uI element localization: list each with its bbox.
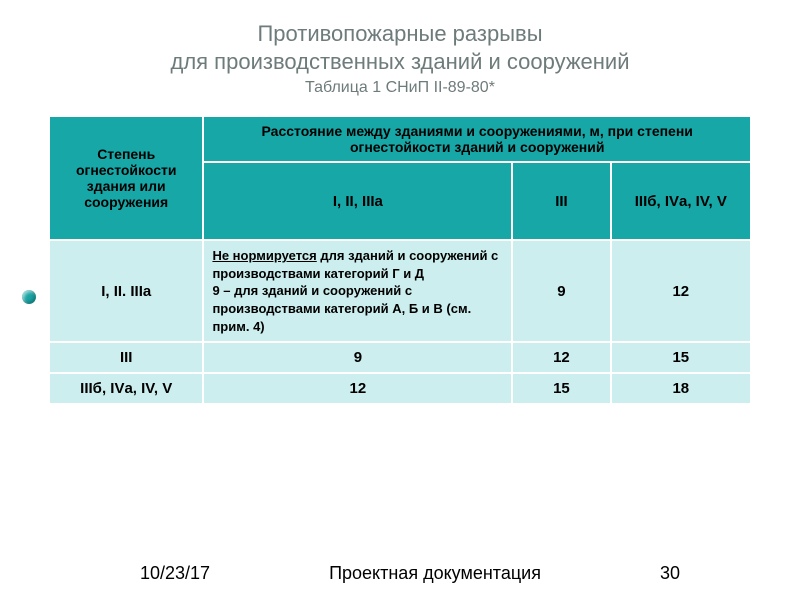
header-distance-span: Расстояние между зданиями и сооружениями… xyxy=(203,116,751,162)
slide-title: Противопожарные разрывы для производстве… xyxy=(48,20,752,99)
row-label: I, II. IIIа xyxy=(49,240,203,342)
title-line1: Противопожарные разрывы xyxy=(48,20,752,48)
row0-val-2: 12 xyxy=(611,240,751,342)
title-subtitle: Таблица 1 СНиП II-89-80* xyxy=(48,77,752,99)
row1-val-1: 12 xyxy=(512,342,610,373)
title-line2: для производственных зданий и сооружений xyxy=(48,48,752,76)
row0-note-cell: Не нормируется для зданий и сооружений с… xyxy=(203,240,512,342)
note-underlined: Не нормируется xyxy=(212,248,316,263)
footer-page-number: 30 xyxy=(660,563,680,584)
row1-val-0: 9 xyxy=(203,342,512,373)
header-fire-resistance: Степень огнестойкости здания или сооруже… xyxy=(49,116,203,240)
subheader-col-3: IIIб, IVа, IV, V xyxy=(611,162,751,240)
row0-val-1: 9 xyxy=(512,240,610,342)
bullet-icon xyxy=(22,290,36,304)
subheader-col-2: III xyxy=(512,162,610,240)
row-label: IIIб, IVа, IV, V xyxy=(49,373,203,404)
note-part2: 9 – для зданий и сооружений с производст… xyxy=(212,283,471,333)
subheader-col-1: I, II, IIIа xyxy=(203,162,512,240)
footer-label: Проектная документация xyxy=(329,563,541,584)
row2-val-0: 12 xyxy=(203,373,512,404)
table-row: IIIб, IVа, IV, V 12 15 18 xyxy=(49,373,751,404)
slide-footer: 10/23/17 Проектная документация 30 xyxy=(0,563,800,584)
footer-date: 10/23/17 xyxy=(140,563,210,584)
row1-val-2: 15 xyxy=(611,342,751,373)
row2-val-1: 15 xyxy=(512,373,610,404)
row2-val-2: 18 xyxy=(611,373,751,404)
row-label: III xyxy=(49,342,203,373)
table-row: III 9 12 15 xyxy=(49,342,751,373)
table-row: I, II. IIIа Не нормируется для зданий и … xyxy=(49,240,751,342)
fire-gap-table: Степень огнестойкости здания или сооруже… xyxy=(48,115,752,405)
